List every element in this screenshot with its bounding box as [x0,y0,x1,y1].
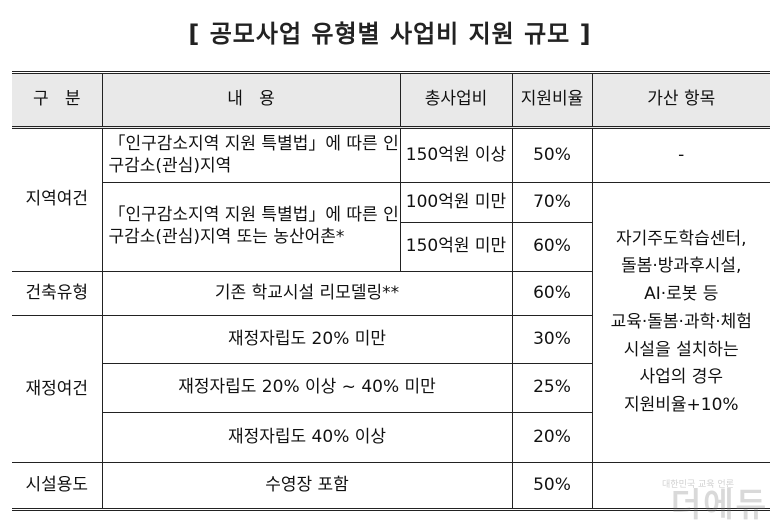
header-total-cost: 총사업비 [399,70,513,130]
table-row: 재정자립도 40% 이상 20% [12,411,770,464]
ratio-cell: 60% [511,222,592,272]
cost-cell: 150억원 미만 [400,222,513,272]
ratio-cell: 60% [511,270,592,317]
category-finance: 재정여건 [12,315,103,464]
table-row: 「인구감소지역 지원 특별법」에 따른 인구감소(관심)지역 또는 농산어촌* … [12,182,770,464]
content-cell: 재정자립도 20% 미만 [101,315,513,364]
content-cell: 「인구감소지역 지원 특별법」에 따른 인구감소(관심)지역 또는 농산어촌* [102,182,401,272]
content-cell: 기존 학교시설 리모델링** [101,270,513,317]
content-cell: 「인구감소지역 지원 특별법」에 따른 인구감소(관심)지역 [101,127,401,184]
content-cell: 재정자립도 40% 이상 [102,411,513,464]
header-bonus: 가산 항목 [591,70,770,130]
table-row: 시설용도 수영장 포함 50% [12,462,770,511]
bonus-line: 시설을 설치하는 [623,339,739,360]
category-region: 지역여건 [12,127,103,272]
table-row: 건축유형 기존 학교시설 리모델링** 60% [12,270,770,317]
watermark-logo: 더에듀 [670,485,768,524]
table-row: 150억원 미만 60% [12,222,770,272]
header-support-ratio: 지원비율 [511,70,593,130]
header-content: 내 용 [101,70,401,130]
page-title: [ 공모사업 유형별 사업비 지원 규모 ] [188,20,592,48]
header-category: 구 분 [12,70,103,130]
ratio-cell: 20% [511,411,592,464]
bonus-dash: - [591,127,770,184]
ratio-cell: 30% [511,315,592,364]
bonus-empty [591,462,770,511]
category-building: 건축유형 [12,270,103,317]
table-row: 지역여건 「인구감소지역 지원 특별법」에 따른 인구감소(관심)지역 150억… [12,127,770,272]
cost-cell: 150억원 이상 [399,127,513,184]
category-facility: 시설용도 [12,462,103,511]
cost-cell: 100억원 미만 [399,182,513,224]
support-table: 구 분 내 용 총사업비 지원비율 가산 항목 지역여건 「인구감소지역 지원 … [12,70,770,511]
bonus-line: 자기주도학습센터, [615,228,747,249]
ratio-cell: 25% [511,362,592,413]
ratio-cell: 50% [511,127,593,184]
bonus-line: 사업의 경우 [639,367,724,388]
table-header-row: 구 분 내 용 총사업비 지원비율 가산 항목 [12,70,770,130]
watermark-tagline: 대한민국 교육 언론 [662,480,734,490]
table-row: 재정여건 재정자립도 20% 미만 30% [12,315,770,464]
content-cell: 재정자립도 20% 이상 ~ 40% 미만 [102,362,513,413]
bonus-line: AI·로봇 등 [644,284,719,305]
bonus-cell: 자기주도학습센터, 돌봄·방과후시설, AI·로봇 등 교육·돌봄·과학·체험 … [591,182,770,464]
bonus-line: 지원비율+10% [623,395,739,416]
ratio-cell: 70% [511,182,593,224]
content-cell: 수영장 포함 [101,462,513,511]
ratio-cell: 50% [511,462,593,511]
bonus-line: 교육·돌봄·과학·체험 [610,311,752,332]
bonus-line: 돌봄·방과후시설, [621,256,742,277]
